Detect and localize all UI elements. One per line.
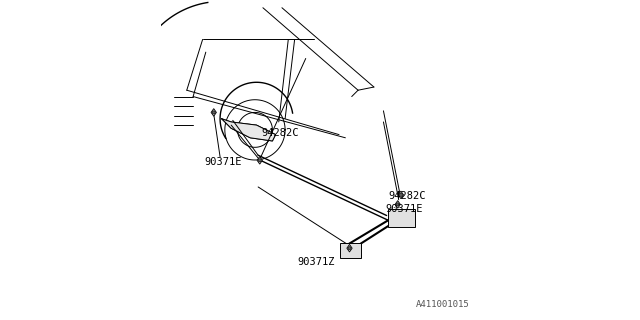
FancyBboxPatch shape (388, 209, 415, 227)
Polygon shape (257, 156, 262, 164)
Polygon shape (347, 244, 352, 252)
Circle shape (348, 247, 351, 250)
Circle shape (399, 193, 403, 196)
Text: 90371E: 90371E (204, 156, 242, 167)
Text: 94282C: 94282C (388, 191, 426, 202)
Text: 90371Z: 90371Z (298, 257, 335, 267)
Polygon shape (395, 201, 401, 208)
Polygon shape (211, 108, 216, 116)
Circle shape (396, 203, 399, 206)
Circle shape (258, 159, 261, 162)
Polygon shape (398, 191, 404, 199)
Polygon shape (221, 119, 276, 141)
Circle shape (212, 111, 215, 114)
Text: 90371E: 90371E (385, 204, 422, 214)
Text: 94282C: 94282C (261, 128, 299, 138)
FancyBboxPatch shape (340, 243, 360, 258)
Text: A411001015: A411001015 (415, 300, 469, 309)
